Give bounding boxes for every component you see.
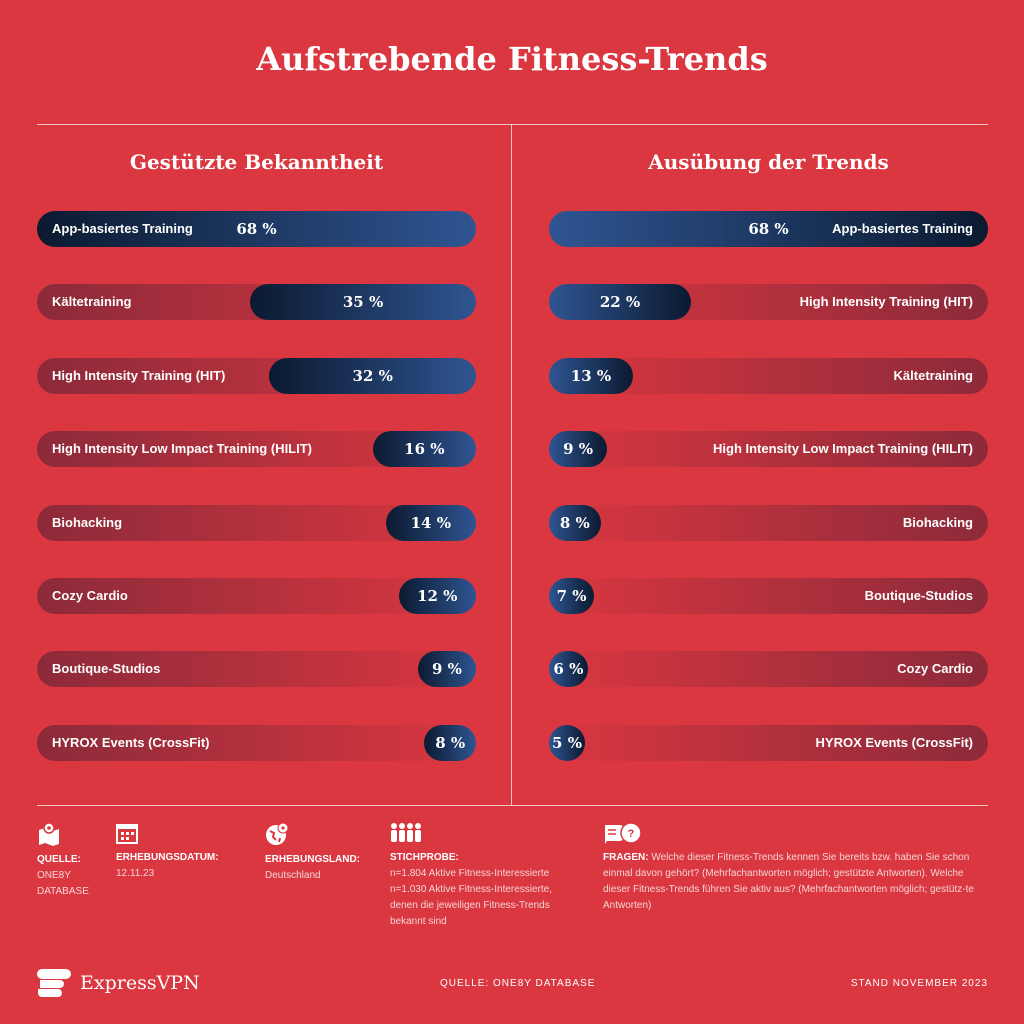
bar-row: 9 % High Intensity Low Impact Training (H… — [549, 431, 988, 468]
category-label: Biohacking — [52, 514, 123, 530]
bar-row: 16 % High Intensity Low Impact Training (… — [37, 431, 476, 468]
bar-value-label: 13 % — [570, 366, 612, 385]
category-label: HYROX Events (CrossFit) — [52, 734, 210, 750]
bar: 7 % — [549, 578, 595, 614]
bar-row: 68 % App-basiertes Training — [37, 211, 476, 247]
bar: 14 % — [385, 504, 476, 541]
bar-row: 13 % Kältetraining — [549, 357, 988, 394]
bar-track — [37, 724, 476, 761]
bar-value-label: 14 % — [410, 513, 451, 532]
category-label: Cozy Cardio — [897, 661, 973, 677]
category-label: High Intensity Low Impact Training (HILI… — [52, 441, 312, 457]
bar-row: 35 % Kältetraining — [37, 284, 476, 321]
bar-track — [549, 504, 988, 541]
bar-row: 68 % App-basiertes Training — [549, 211, 988, 247]
category-label: Boutique-Studios — [864, 588, 973, 603]
meta-date: ERHEBUNGSDATUM: 12.11.23 — [116, 822, 256, 882]
category-label: Biohacking — [902, 514, 973, 530]
category-label: High Intensity Training (HIT) — [52, 367, 226, 383]
bar-row: 6 % Cozy Cardio — [549, 651, 988, 688]
category-label: App-basiertes Training — [52, 221, 193, 236]
bar-row: 5 % HYROX Events (CrossFit) — [549, 724, 988, 761]
category-label: Cozy Cardio — [52, 588, 128, 603]
bar-track — [549, 651, 988, 688]
bar-value-label: 32 % — [352, 366, 393, 385]
bar: 5 % — [549, 724, 585, 761]
bar: 6 % — [549, 651, 588, 688]
bar-value-label: 5 % — [552, 733, 582, 752]
bar: 35 % — [250, 284, 476, 321]
bar-row: 22 % High Intensity Training (HIT) — [549, 284, 988, 321]
bar: 16 % — [372, 431, 476, 468]
bar-track — [549, 724, 988, 761]
svg-text:?: ? — [628, 828, 635, 840]
bar-track — [37, 651, 476, 688]
bar: 8 % — [424, 724, 476, 761]
bar-row: 9 % Boutique-Studios — [37, 651, 476, 688]
chat-question-icon: ? — [605, 822, 642, 844]
bar-value-label: 9 % — [431, 660, 462, 679]
map-pin-icon — [39, 822, 59, 846]
bar-value-label: 6 % — [553, 660, 584, 679]
bar-value-label: 8 % — [435, 733, 466, 752]
bar-value-label: 22 % — [599, 293, 641, 312]
expressvpn-logo: ExpressVPN — [36, 968, 200, 998]
category-label: App-basiertes Training — [832, 221, 973, 236]
bar-value-label: 68 % — [236, 220, 277, 238]
bar-row: 7 % Boutique-Studios — [549, 578, 988, 614]
expressvpn-logo-icon — [37, 969, 71, 997]
people-icon — [391, 823, 421, 842]
bar-value-label: 9 % — [563, 440, 593, 459]
bar-row: 8 % HYROX Events (CrossFit) — [37, 724, 476, 761]
category-label: Kältetraining — [52, 294, 132, 310]
footer-date: STAND NOVEMBER 2023 — [850, 978, 988, 989]
category-label: High Intensity Training (HIT) — [799, 294, 973, 310]
bar-value-label: 35 % — [342, 293, 384, 312]
bar: 8 % — [549, 504, 601, 541]
category-label: High Intensity Low Impact Training (HILI… — [713, 441, 973, 457]
meta-country: ERHEBUNGSLAND: Deutschland — [265, 822, 375, 884]
bar: 68 % — [37, 211, 476, 247]
bar-row: 12 % Cozy Cardio — [37, 578, 476, 614]
category-label: HYROX Events (CrossFit) — [815, 734, 973, 750]
meta-questions: ? FRAGEN: Welche dieser Fitness-Trends k… — [603, 822, 988, 914]
calendar-icon — [116, 824, 138, 844]
bar-value-label: 12 % — [417, 587, 458, 605]
bar-track — [549, 431, 988, 468]
bar: 68 % — [549, 211, 988, 247]
footer-source: QUELLE: ONE8Y DATABASE — [440, 978, 596, 989]
bar-row: 8 % Biohacking — [549, 504, 988, 541]
bar-value-label: 8 % — [559, 513, 590, 532]
bar: 9 % — [549, 431, 608, 468]
bar-row: 32 % High Intensity Training (HIT) — [37, 357, 476, 394]
globe-icon — [266, 822, 289, 845]
divider-center — [511, 124, 512, 805]
category-label: Kältetraining — [893, 367, 973, 383]
bar: 32 % — [269, 357, 476, 394]
bar-row: 14 % Biohacking — [37, 504, 476, 541]
chart-title-right: Ausübung der Trends — [648, 150, 889, 174]
bar-value-label: 68 % — [748, 220, 789, 238]
bar-value-label: 7 % — [556, 587, 587, 605]
bar-track — [549, 578, 988, 614]
bar: 22 % — [549, 284, 692, 321]
chart-title-left: Gestützte Bekanntheit — [129, 150, 384, 174]
bar-value-label: 16 % — [404, 440, 445, 459]
divider-bottom — [37, 805, 988, 806]
bar: 12 % — [398, 578, 476, 614]
meta-sample: STICHPROBE: n=1.804 Aktive Fitness-Intere… — [390, 822, 570, 930]
page-title: Aufstrebende Fitness-Trends — [256, 40, 768, 78]
divider-top — [37, 124, 988, 125]
meta-source: QUELLE: ONE8Y DATABASE — [37, 822, 107, 900]
category-label: Boutique-Studios — [52, 661, 161, 677]
bar: 9 % — [417, 651, 476, 688]
bar: 13 % — [549, 357, 633, 394]
